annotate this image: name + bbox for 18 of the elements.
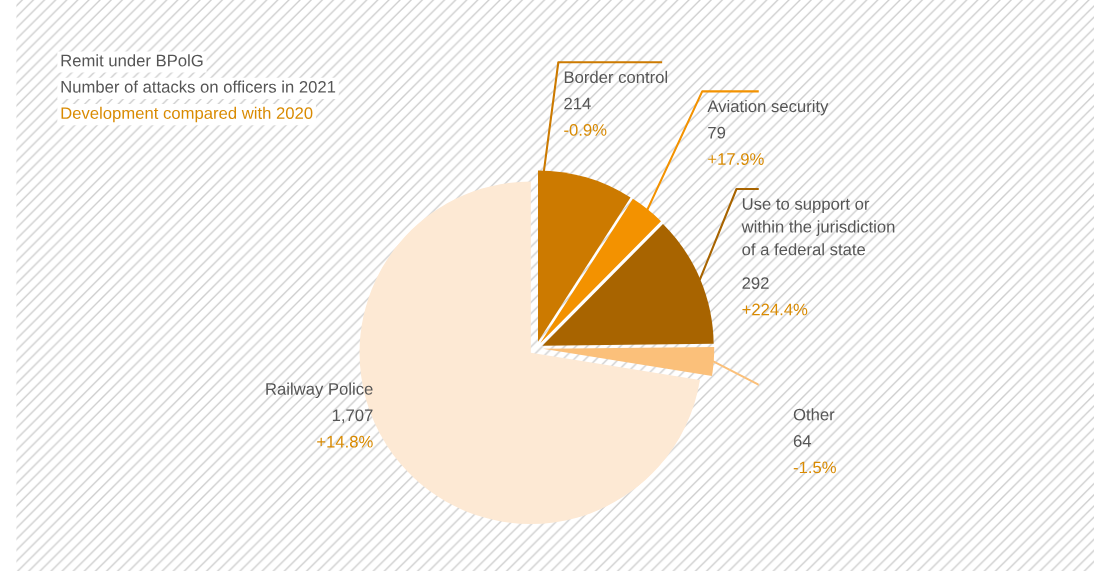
data-label: 214 [564, 97, 591, 110]
data-label: 1,707 [332, 409, 373, 424]
data-label: 292 [742, 277, 769, 289]
text: Development compared with 2020 [61, 106, 313, 123]
text: -1.5% [793, 461, 836, 474]
text: Remit under BPolG [61, 54, 203, 67]
text: -0.9% [564, 124, 607, 136]
slice-label: Other [793, 408, 835, 421]
text: +17.9% [708, 153, 764, 165]
data-label: 79 [708, 126, 726, 139]
slice-label: Use to support or within the jurisdiction of a federal state [741, 198, 895, 256]
slice-label: Railway Police [266, 382, 373, 399]
slice-label: Aviation security [707, 99, 829, 116]
slice-label: Border control [564, 70, 668, 84]
data-label: 64 [793, 435, 812, 447]
text: +224.4% [742, 303, 808, 316]
chart-subtitle: Number of attacks on officers in 2021 [61, 80, 336, 93]
text: +14.8% [317, 435, 373, 448]
